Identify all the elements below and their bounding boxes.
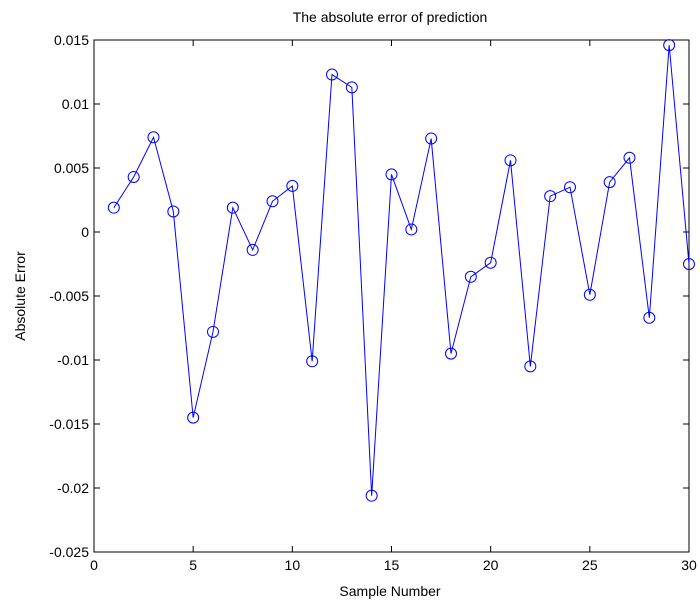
data-point bbox=[365, 489, 378, 502]
data-point bbox=[286, 179, 299, 192]
y-tick-label: 0 bbox=[81, 224, 89, 240]
x-tick-label: 25 bbox=[582, 557, 598, 573]
y-tick-label: -0.015 bbox=[49, 416, 89, 432]
y-ticks: 0.015 0.01 0.005 0 -0.005 -0.01 -0.015 -0.02 -0.… bbox=[49, 32, 689, 560]
data-point bbox=[167, 205, 180, 218]
y-tick-label: -0.02 bbox=[57, 480, 89, 496]
data-point bbox=[583, 288, 596, 301]
y-tick-label: 0.01 bbox=[62, 96, 89, 112]
x-tick-label: 30 bbox=[681, 557, 697, 573]
data-point bbox=[683, 258, 695, 270]
data-point bbox=[345, 81, 358, 94]
y-axis-title: Absolute Error bbox=[12, 251, 28, 341]
data-point bbox=[187, 411, 200, 424]
data-point bbox=[663, 39, 676, 52]
chart-title: The absolute error of prediction bbox=[293, 9, 488, 25]
data-point bbox=[246, 243, 259, 256]
x-tick-label: 10 bbox=[285, 557, 301, 573]
series-line bbox=[113, 45, 690, 496]
y-tick-label: -0.01 bbox=[57, 352, 89, 368]
data-point bbox=[107, 201, 120, 214]
data-point bbox=[484, 256, 497, 269]
data-point bbox=[207, 325, 219, 338]
data-point bbox=[643, 311, 656, 324]
y-tick-label: 0.015 bbox=[54, 32, 89, 48]
data-point bbox=[405, 223, 418, 236]
data-point bbox=[544, 190, 557, 203]
x-tick-label: 20 bbox=[483, 557, 499, 573]
y-tick-label: -0.025 bbox=[49, 544, 89, 560]
data-point bbox=[147, 131, 160, 144]
series-layer bbox=[107, 39, 695, 502]
x-tick-label: 0 bbox=[90, 557, 98, 573]
data-point bbox=[127, 170, 140, 183]
data-point bbox=[445, 347, 457, 360]
data-point bbox=[623, 151, 636, 164]
data-point bbox=[326, 68, 338, 81]
data-point bbox=[385, 168, 398, 181]
x-ticks: 0 5 10 15 20 25 30 bbox=[90, 40, 697, 573]
x-tick-label: 5 bbox=[189, 557, 197, 573]
data-point bbox=[266, 195, 279, 208]
data-point bbox=[306, 355, 319, 368]
data-point bbox=[504, 154, 517, 167]
data-point bbox=[603, 176, 616, 189]
x-tick-label: 15 bbox=[384, 557, 400, 573]
data-point bbox=[564, 181, 576, 194]
y-tick-label: 0.005 bbox=[54, 160, 89, 176]
data-point bbox=[226, 201, 239, 214]
data-point bbox=[524, 360, 537, 373]
y-tick-label: -0.005 bbox=[49, 288, 89, 304]
plot-area bbox=[93, 39, 690, 553]
data-point bbox=[464, 270, 477, 283]
data-point bbox=[425, 132, 438, 145]
x-axis-title: Sample Number bbox=[339, 583, 440, 599]
